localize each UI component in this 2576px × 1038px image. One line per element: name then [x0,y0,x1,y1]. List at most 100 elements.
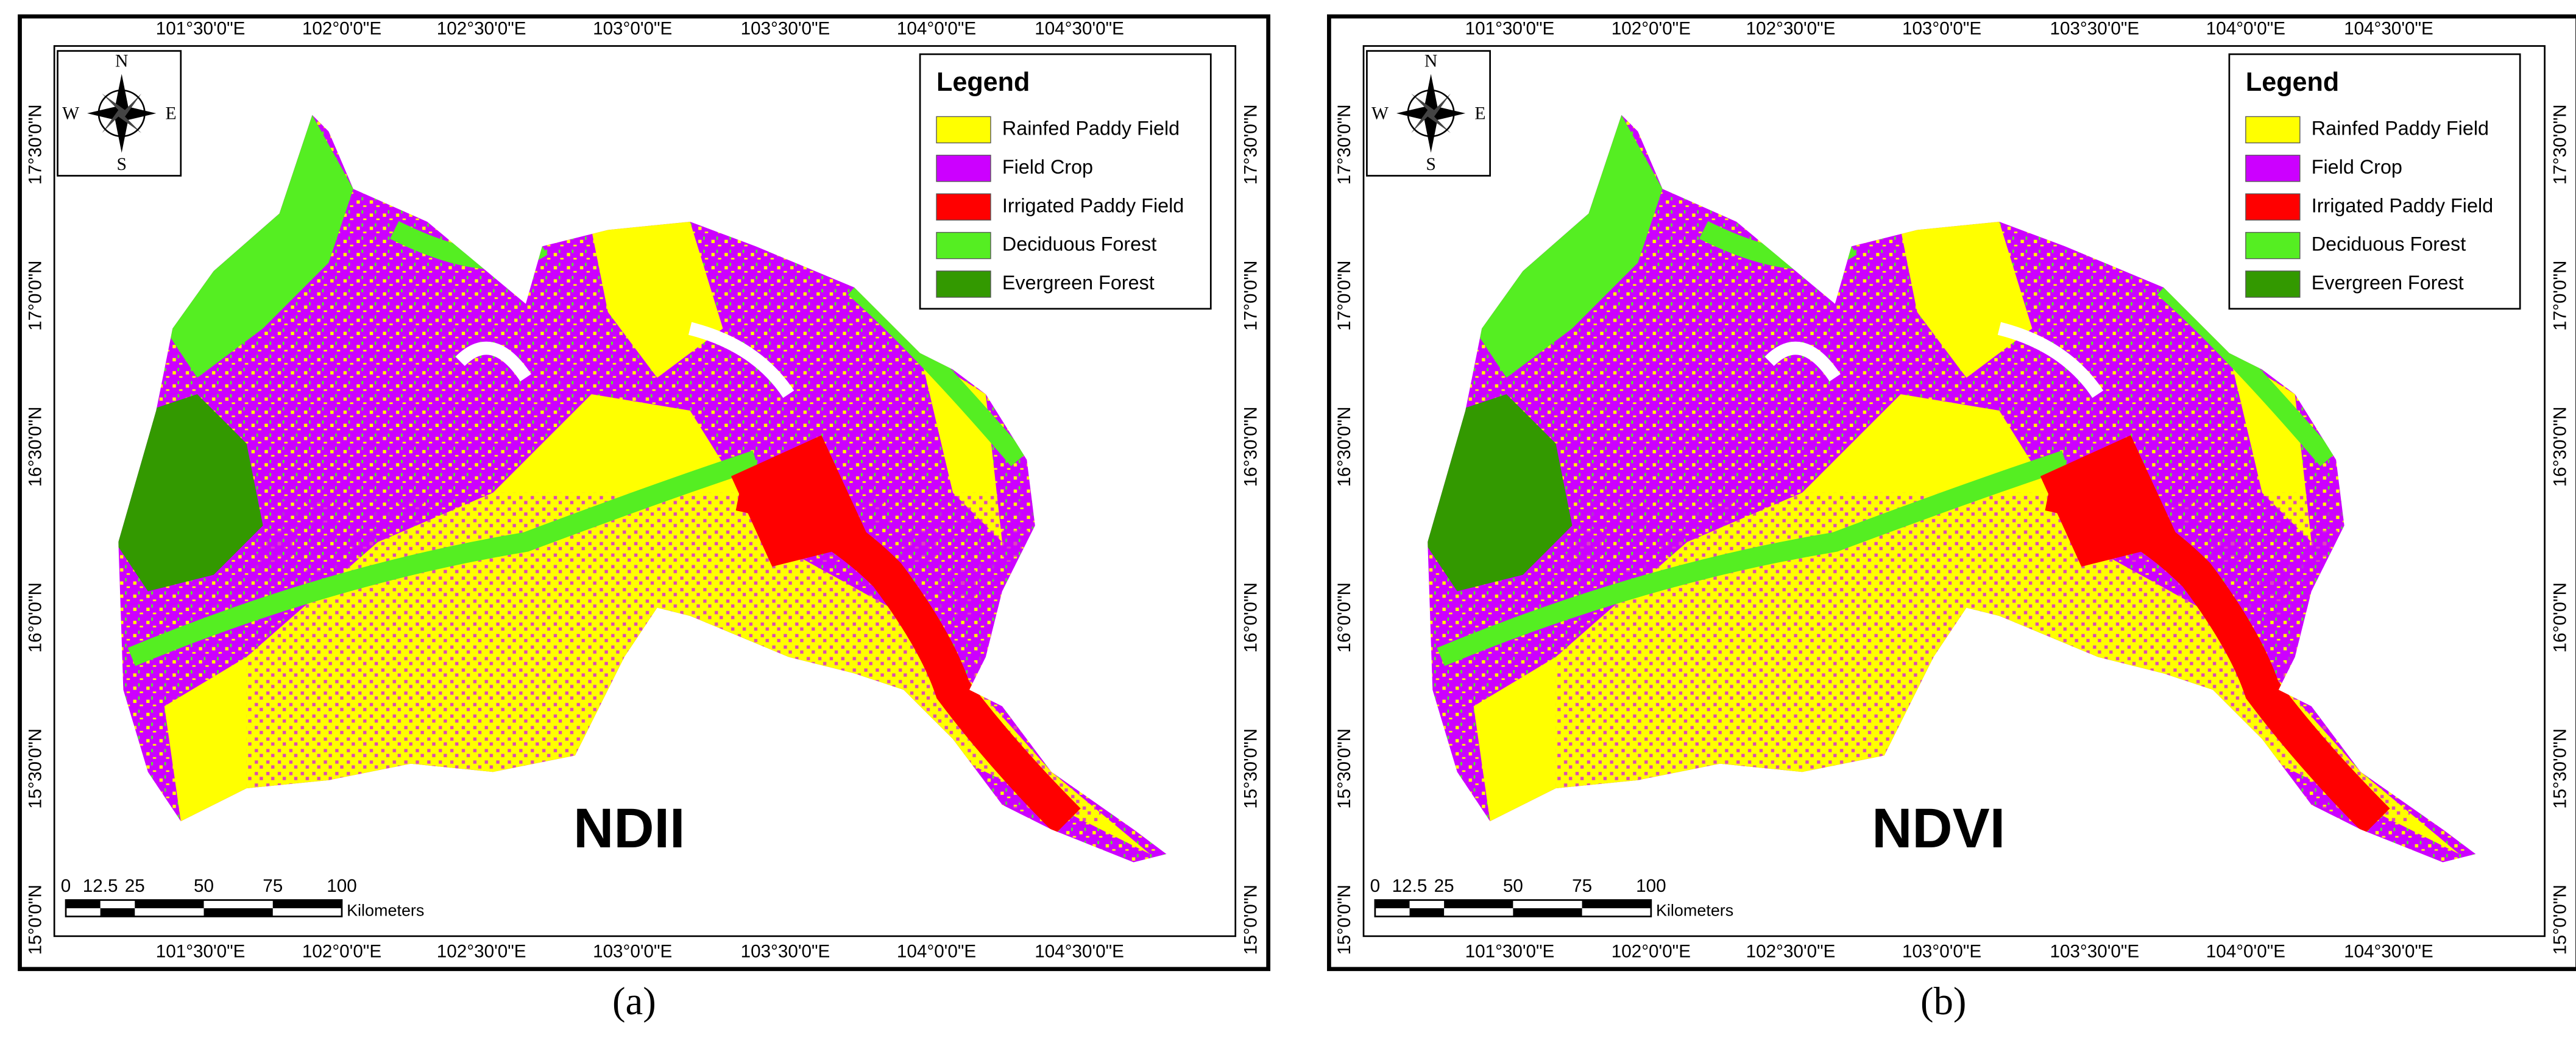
scale-segment [1375,900,1410,908]
caption: (b) [1920,979,1966,1023]
longitude-label: 103°30'0"E [741,18,830,38]
latitude-label: 17°0'0"N [25,261,45,331]
scale-label: 75 [1572,876,1592,896]
legend-label: Field Crop [1002,156,1093,178]
latitude-label: 16°0'0"N [1241,582,1261,652]
longitude-label: 103°30'0"E [2050,18,2139,38]
longitude-label: 103°0'0"E [1902,18,1981,38]
scale-label: 100 [1636,876,1666,896]
map-label: NDVI [1872,797,2005,860]
latitude-label: 16°30'0"N [2550,406,2570,487]
scale-label: 50 [1503,876,1523,896]
scale-segment [66,900,101,908]
scale-segment [203,908,273,917]
scale-segment [1513,908,1582,917]
irrigated-area [731,435,871,567]
map-panel: 101°30'0"E 101°30'0"E 102°0'0"E 102°0'0"E 10… [18,14,1271,1023]
scale-segment [1444,900,1513,908]
longitude-label: 104°0'0"E [2206,942,2285,962]
legend-label: Deciduous Forest [2312,233,2466,255]
legend-swatch [2245,155,2301,182]
longitude-label: 104°0'0"E [897,942,976,962]
longitude-label: 104°30'0"E [1035,18,1124,38]
scale-label: 100 [327,876,356,896]
latitude-label: 16°30'0"N [25,406,45,487]
latitude-label: 17°0'0"N [1334,261,1354,331]
longitude-label: 102°0'0"E [1612,18,1691,38]
longitude-label: 103°0'0"E [593,18,672,38]
legend-swatch [2245,231,2301,260]
longitude-label: 104°30'0"E [2344,18,2433,38]
legend-swatch [2245,270,2301,298]
irrigated-area [2040,435,2181,567]
map-panel: 101°30'0"E 101°30'0"E 102°0'0"E 102°0'0"E 10… [1327,14,2576,1023]
longitude-label: 104°0'0"E [2206,18,2285,38]
latitude-label: 17°30'0"N [1334,104,1354,185]
compass-star [102,93,142,133]
legend-swatch [936,193,991,221]
latitude-label: 15°0'0"N [25,884,45,955]
longitude-label: 104°0'0"E [897,18,976,38]
latitude-label: 17°30'0"N [25,104,45,185]
longitude-label: 102°0'0"E [302,942,381,962]
deciduous-area [164,115,353,378]
latitude-label: 16°30'0"N [1241,406,1261,487]
longitude-label: 103°0'0"E [1902,942,1981,962]
scale-segment [1409,908,1445,917]
scale-label: 12.5 [83,876,118,896]
scale-label: 12.5 [1392,876,1428,896]
legend-label: Field Crop [2312,156,2402,178]
longitude-label: 101°30'0"E [156,942,246,962]
longitude-label: 102°30'0"E [1746,942,1836,962]
legend-title: Legend [936,68,1030,97]
map-label: NDII [573,797,685,860]
water-body [1764,322,2104,398]
longitude-label: 101°30'0"E [1465,18,1555,38]
latitude-label: 17°0'0"N [1241,261,1261,331]
latitude-label: 15°30'0"N [2550,729,2570,809]
legend-label: Irrigated Paddy Field [2312,194,2493,216]
longitude-label: 103°0'0"E [593,942,672,962]
scale-segment [135,900,204,908]
compass-letter: W [1371,104,1389,124]
longitude-label: 103°30'0"E [741,942,830,962]
legend-swatch [936,231,991,260]
legend-title: Legend [2246,68,2339,97]
legend-label: Irrigated Paddy Field [1002,194,1184,216]
latitude-label: 17°30'0"N [2550,104,2570,185]
compass-letter: N [1424,51,1437,71]
legend-label: Evergreen Forest [2312,272,2464,294]
compass-letter: W [62,104,79,124]
compass-letter: S [116,155,127,174]
longitude-label: 101°30'0"E [1465,942,1555,962]
legend-swatch [936,116,991,144]
legend-swatch [2245,116,2301,144]
compass-ring [1407,89,1455,138]
legend-label: Evergreen Forest [1002,272,1155,294]
latitude-label: 17°0'0"N [2550,261,2570,331]
longitude-label: 102°30'0"E [437,942,526,962]
rainfed-area [591,221,723,378]
scale-segment [100,908,135,917]
latitude-label: 15°30'0"N [1334,729,1354,809]
longitude-label: 104°30'0"E [2344,942,2433,962]
longitude-label: 102°30'0"E [437,18,526,38]
latitude-label: 16°30'0"N [1334,406,1354,487]
latitude-label: 15°0'0"N [1241,884,1261,955]
legend-swatch [936,270,991,298]
scale-unit: Kilometers [1656,902,1733,920]
water-body [455,322,794,398]
longitude-label: 102°0'0"E [302,18,381,38]
evergreen-area [118,394,263,591]
scale-label: 25 [125,876,145,896]
caption: (a) [612,979,656,1023]
latitude-label: 16°0'0"N [1334,582,1354,652]
legend-swatch [2245,193,2301,221]
longitude-label: 102°30'0"E [1746,18,1836,38]
scale-label: 50 [194,876,214,896]
compass-ring [97,89,146,138]
latitude-label: 15°30'0"N [1241,729,1261,809]
compass-star [1411,93,1451,133]
